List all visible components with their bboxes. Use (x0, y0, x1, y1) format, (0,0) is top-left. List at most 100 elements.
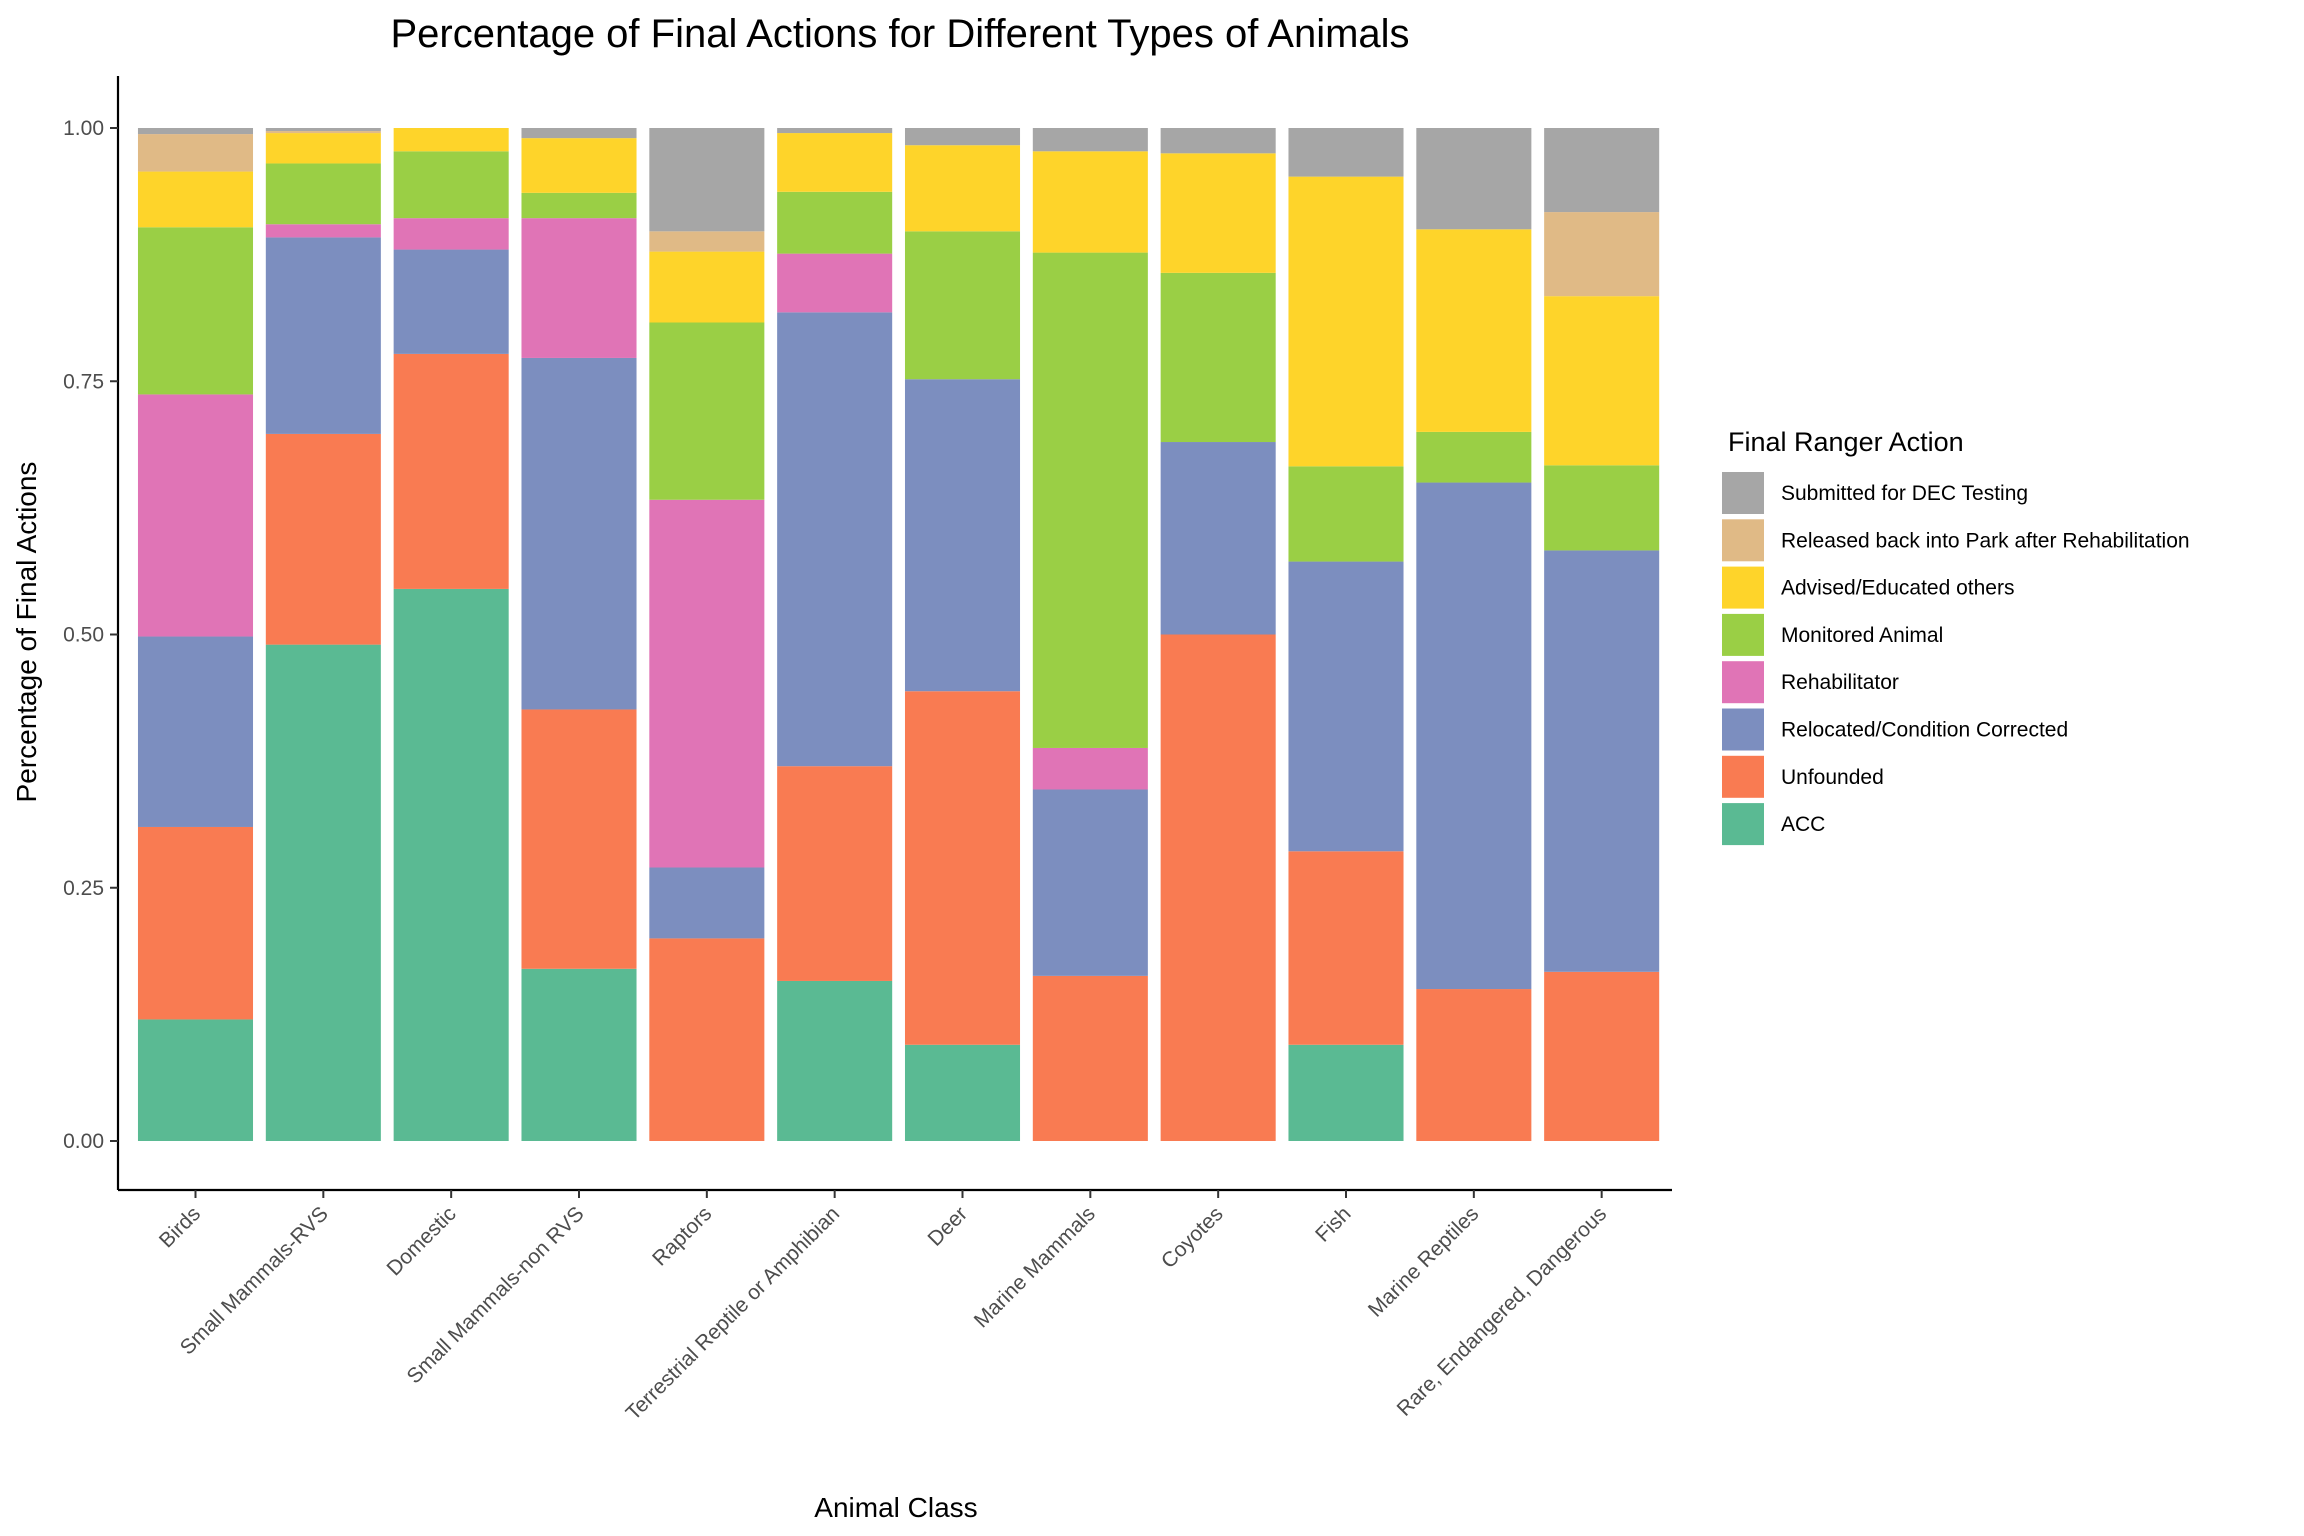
legend-swatch (1722, 613, 1764, 656)
bar-segment (521, 192, 637, 219)
bar-segment (1416, 128, 1532, 230)
legend-swatch (1722, 519, 1764, 562)
x-tick-label: Fish (1311, 1202, 1355, 1246)
legend: Final Ranger Action Submitted for DEC Te… (1722, 427, 2190, 846)
x-tick-label: Domestic (383, 1202, 461, 1280)
y-tick-label: 0.25 (63, 877, 104, 900)
x-tick-label: Marine Reptiles (1364, 1202, 1483, 1321)
bar-segment (1416, 431, 1532, 483)
bar-segment (1288, 128, 1404, 177)
bar-segment (137, 1019, 254, 1141)
bar-segment (1544, 128, 1660, 213)
bar-segment (1288, 466, 1404, 562)
bar-segment (777, 133, 893, 192)
bar-segment (649, 128, 765, 232)
bar-segment (777, 191, 893, 254)
bar-segment (1544, 465, 1660, 551)
bar-segment (1032, 128, 1148, 152)
x-tick-label: Deer (924, 1202, 972, 1250)
bar-segment (649, 499, 765, 868)
bar-segment (904, 145, 1021, 232)
bar-segment (393, 249, 509, 354)
bar-segment (649, 867, 765, 939)
x-tick-label: Birds (155, 1202, 205, 1252)
bar-segment (777, 312, 893, 767)
bar-segment (393, 151, 509, 219)
y-tick-label: 0.50 (63, 624, 104, 647)
bar-segment (137, 826, 254, 1020)
bar-segment (1288, 1044, 1404, 1141)
bar-segment (1032, 151, 1148, 253)
legend-label: ACC (1781, 813, 1825, 836)
bar-segment (1160, 272, 1276, 443)
bar-segment (393, 218, 509, 250)
bar-segment (1544, 296, 1660, 466)
bar-segment (777, 980, 893, 1141)
bar-segment (137, 171, 254, 228)
bar-segment (393, 128, 509, 152)
bar-segment (265, 131, 381, 134)
bar-segment (904, 231, 1021, 380)
bar-segment (265, 433, 381, 645)
bar-segment (137, 128, 254, 135)
bar-segment (904, 128, 1021, 146)
legend-label: Released back into Park after Rehabilita… (1781, 529, 2190, 552)
bar-segment (1160, 128, 1276, 154)
bar-segment (521, 968, 637, 1141)
bar-segment (1416, 482, 1532, 990)
bar-segment (1416, 989, 1532, 1141)
bar-segment (777, 253, 893, 313)
bar-segment (777, 128, 893, 134)
chart-title: Percentage of Final Actions for Differen… (390, 12, 1409, 56)
bar-segment (265, 128, 381, 132)
bar-segment (1416, 229, 1532, 432)
bar-segment (1288, 561, 1404, 852)
legend-swatch (1722, 803, 1764, 846)
y-tick-label: 0.00 (63, 1130, 104, 1153)
x-tick-label: Coyotes (1157, 1202, 1228, 1273)
legend-label: Advised/Educated others (1781, 577, 2014, 600)
bar-segment (137, 134, 254, 172)
bar-segment (1288, 851, 1404, 1045)
x-axis-title: Animal Class (814, 1492, 977, 1523)
bar-segment (904, 1044, 1021, 1141)
bar-segment (1032, 975, 1148, 1141)
bar-segment (1544, 550, 1660, 972)
legend-label: Unfounded (1781, 766, 1884, 789)
x-tick-label: Rare, Endangered, Dangerous (1393, 1202, 1612, 1421)
bar-segment (265, 644, 381, 1141)
bar-segment (137, 636, 254, 827)
bar-segment (137, 394, 254, 637)
bar-segment (1160, 153, 1276, 273)
legend-swatch (1722, 708, 1764, 751)
bar-segment (265, 237, 381, 434)
legend-swatch (1722, 472, 1764, 514)
bar-segment (1544, 212, 1660, 297)
legend-label: Rehabilitator (1781, 671, 1899, 694)
legend-label: Monitored Animal (1781, 624, 1943, 647)
x-tick-label: Terrestrial Reptile or Amphibian (622, 1202, 845, 1425)
bar-segment (137, 227, 254, 395)
bar-segment (904, 691, 1021, 1045)
bar-segment (265, 163, 381, 225)
x-tick-label: Small Mammals-RVS (176, 1202, 333, 1359)
bar-segment (1032, 252, 1148, 748)
bar-segment (393, 588, 509, 1141)
x-tick-label: Marine Mammals (970, 1202, 1100, 1332)
bar-segment (649, 322, 765, 500)
x-tick-label: Raptors (648, 1202, 716, 1270)
legend-swatch (1722, 661, 1764, 704)
bar-segment (521, 218, 637, 358)
bar-segment (649, 251, 765, 323)
y-tick-label: 0.75 (63, 370, 104, 393)
bar-segment (777, 766, 893, 981)
legend-swatch (1722, 566, 1764, 609)
legend-label: Relocated/Condition Corrected (1781, 719, 2068, 742)
y-tick-label: 1.00 (63, 117, 104, 140)
bar-segment (265, 133, 381, 164)
bar-segment (1544, 971, 1660, 1141)
bar-segment (1288, 176, 1404, 467)
legend-swatch (1722, 755, 1764, 798)
y-axis-title: Percentage of Final Actions (11, 462, 42, 803)
